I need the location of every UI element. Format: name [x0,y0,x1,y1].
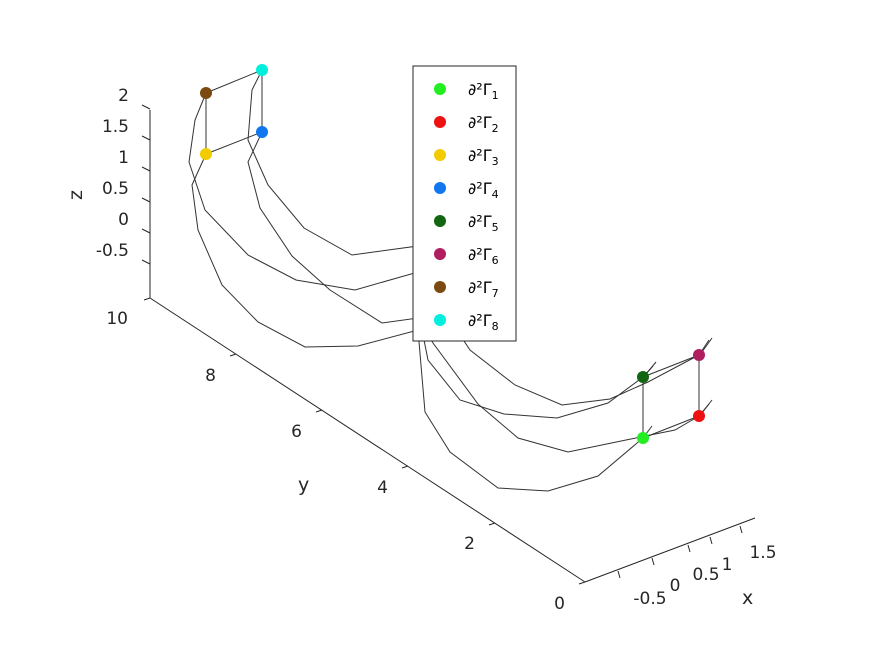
x-tick-label: 0.5 [692,565,719,585]
x-tick-label: -0.5 [633,589,666,609]
z-axis-label: z [65,190,87,200]
edge-line [205,131,263,155]
legend-marker [434,248,446,260]
z-tick [141,228,151,234]
z-tick [141,135,151,141]
y-tick-label: 2 [464,534,475,554]
z-tick-label: 1.5 [102,117,129,137]
z-tick [141,104,151,110]
axes [149,110,756,583]
x-tick-label: 1.5 [749,543,776,563]
z-tick [141,259,151,265]
z-tick [141,197,151,203]
legend-label: ∂²Γ2 [468,113,499,135]
legend-marker [434,83,446,95]
z-tick-label: 1 [118,148,129,168]
marker-point [637,432,649,444]
marker-point [256,64,268,76]
legend-marker [434,281,446,293]
x-tick-label: 0 [670,576,681,596]
x-tick-label: 1 [722,555,733,575]
edge-line [701,337,713,353]
x-axis-line [584,517,756,583]
marker-point [256,126,268,138]
legend-marker [434,182,446,194]
y-tick-label: 8 [205,366,216,386]
legend-marker [434,215,446,227]
legend-box [412,65,517,342]
marker-point [200,87,212,99]
legend-label: ∂²Γ7 [468,278,499,300]
y-tick [578,581,586,585]
x-tick [651,557,655,566]
x-tick [617,570,621,579]
x-tick [739,525,743,534]
y-tick [315,409,323,413]
y-tick [143,297,151,301]
edge-line [642,415,700,439]
marker-point [693,349,705,361]
y-tick [229,353,237,357]
legend-marker [434,314,446,326]
legend-label: ∂²Γ6 [468,245,499,267]
z-tick-label: 2 [118,86,129,106]
legend-label: ∂²Γ8 [468,311,499,333]
z-tick [141,166,151,172]
y-tick [401,465,409,469]
z-tick-label: 0.5 [102,179,129,199]
x-tick [709,536,713,545]
y-axis-line [149,297,586,583]
legend-marker [434,149,446,161]
z-tick-label: 0 [118,210,129,230]
marker-point [693,410,705,422]
x-tick [687,544,691,553]
x-axis-label: x [742,587,753,609]
y-tick [488,522,496,526]
edge-line [645,361,657,375]
y-tick-label: 4 [377,478,388,498]
edge-line [642,354,700,378]
y-tick-label: 0 [554,594,565,614]
edge-line [645,425,653,435]
edge-line [701,399,713,414]
z-tick-label: -0.5 [96,241,129,261]
legend: ∂²Γ1 ∂²Γ2 ∂²Γ3 ∂²Γ4 ∂²Γ5 ∂²Γ6 ∂²Γ7 ∂²Γ8 [412,65,517,342]
edge-line [205,69,263,94]
legend-label: ∂²Γ4 [468,179,499,201]
y-axis-label: y [298,474,309,496]
legend-marker [434,116,446,128]
legend-label: ∂²Γ1 [468,80,499,102]
legend-label: ∂²Γ5 [468,212,499,234]
y-tick-label: 6 [291,422,302,442]
marker-point [637,371,649,383]
marker-point [200,148,212,160]
marker-points [200,64,705,444]
legend-label: ∂²Γ3 [468,146,499,168]
y-tick-label: 10 [106,309,128,329]
curve-line [191,153,644,492]
